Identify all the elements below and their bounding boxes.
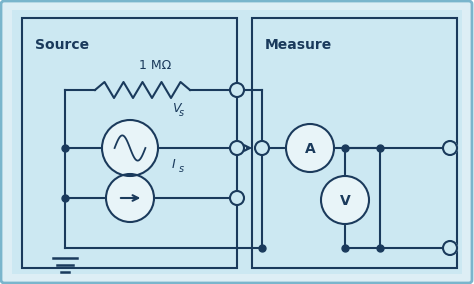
Circle shape bbox=[443, 141, 457, 155]
Circle shape bbox=[255, 141, 269, 155]
Circle shape bbox=[443, 241, 457, 255]
Text: I: I bbox=[172, 158, 176, 171]
Circle shape bbox=[321, 176, 369, 224]
Circle shape bbox=[106, 174, 154, 222]
Circle shape bbox=[230, 83, 244, 97]
Circle shape bbox=[230, 141, 244, 155]
Circle shape bbox=[102, 120, 158, 176]
Text: 1 MΩ: 1 MΩ bbox=[139, 59, 171, 72]
FancyBboxPatch shape bbox=[252, 18, 457, 268]
Text: Source: Source bbox=[35, 38, 89, 52]
Circle shape bbox=[230, 191, 244, 205]
Circle shape bbox=[286, 124, 334, 172]
Text: A: A bbox=[305, 142, 315, 156]
Text: V: V bbox=[340, 194, 350, 208]
FancyBboxPatch shape bbox=[22, 18, 237, 268]
Text: s: s bbox=[179, 164, 184, 174]
Text: Measure: Measure bbox=[265, 38, 332, 52]
Text: s: s bbox=[179, 108, 184, 118]
FancyBboxPatch shape bbox=[12, 10, 462, 274]
Text: V: V bbox=[172, 102, 181, 115]
